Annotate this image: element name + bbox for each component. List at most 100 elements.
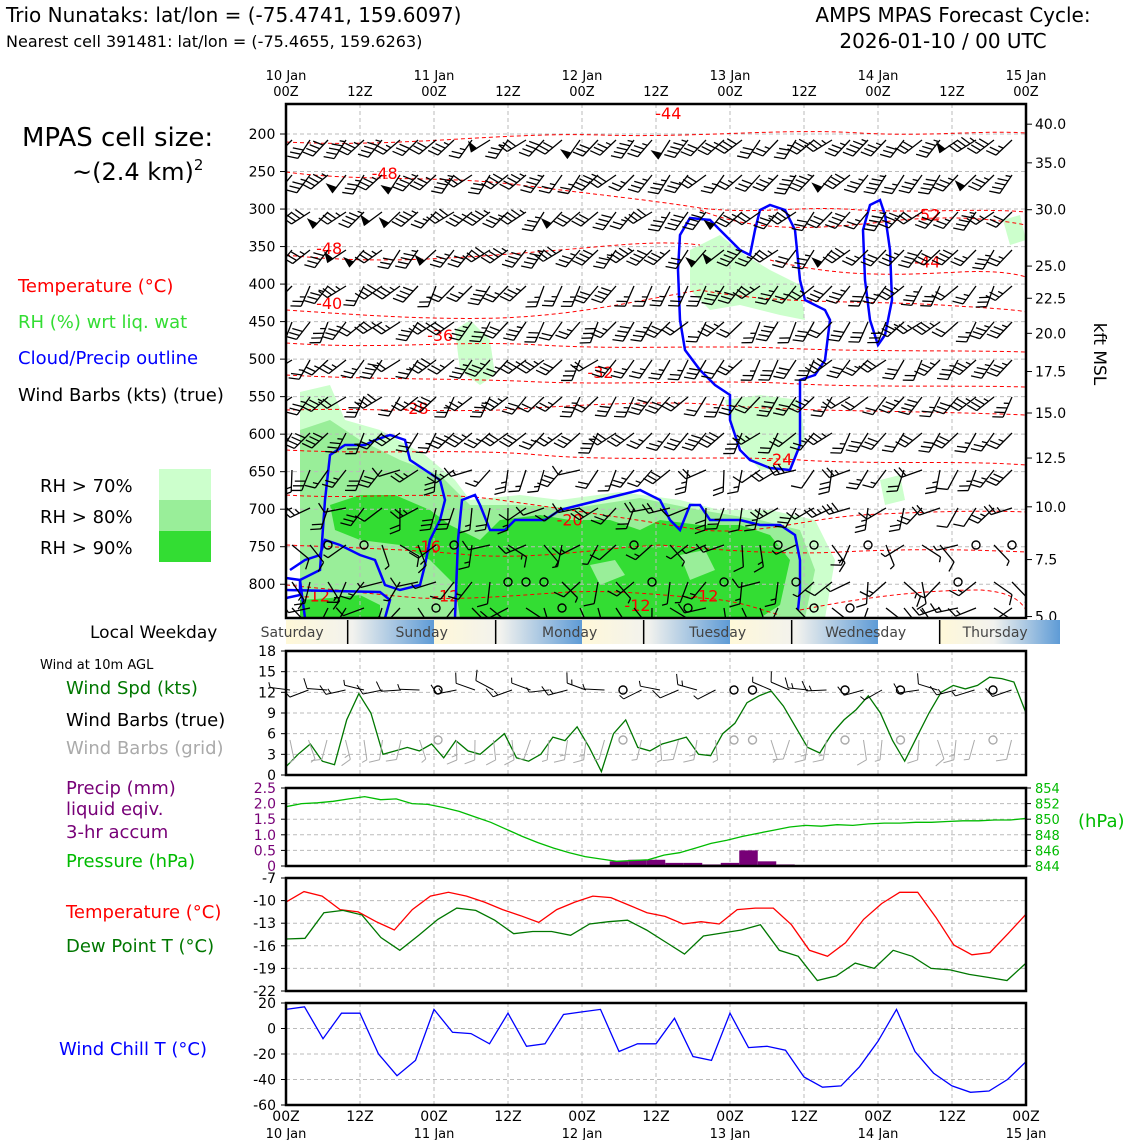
barb-staff — [548, 689, 568, 696]
wind-barb — [949, 396, 977, 412]
barb-full — [995, 758, 1007, 762]
barb-staff — [382, 139, 401, 155]
wind-barb — [821, 467, 851, 479]
altitude-tick-label: 25.0 — [1035, 259, 1066, 275]
pressure-tick-label: 300 — [249, 202, 276, 218]
barb-half — [335, 285, 341, 291]
barb-full — [395, 147, 407, 153]
barb-half — [983, 398, 989, 402]
barb-full — [612, 221, 624, 226]
barb-full — [741, 179, 753, 185]
top-time-hour-label: 12Z — [347, 85, 373, 100]
barb-staff — [695, 321, 707, 343]
barb-staff — [400, 211, 419, 227]
wind-barb — [921, 544, 942, 563]
barb-full — [677, 603, 686, 614]
barb-half — [627, 139, 634, 143]
wind-barb — [521, 577, 531, 587]
barb-full — [723, 452, 734, 455]
barb-full — [619, 142, 631, 147]
barb-staff — [623, 689, 642, 700]
barb-full — [498, 217, 509, 225]
barb-half — [879, 212, 886, 215]
wind-barb — [627, 174, 653, 193]
barb-staff — [636, 739, 642, 760]
barb-staff — [918, 507, 941, 516]
barb-full — [898, 144, 909, 151]
legend-wind: Wind Barbs (kts) (true) — [18, 385, 224, 406]
barb-full — [521, 403, 532, 410]
wind-barb — [489, 607, 508, 618]
wind-barb — [541, 285, 563, 307]
barb-staff — [838, 321, 851, 342]
barb-staff — [567, 682, 587, 691]
barb-full — [488, 250, 499, 258]
barb-full — [306, 147, 317, 153]
barb-full — [871, 178, 883, 182]
top-time-hour-label: 00Z — [717, 85, 743, 100]
barb-full — [833, 330, 845, 334]
barb-full — [429, 263, 441, 268]
wind-barb — [525, 285, 545, 308]
barb-full — [741, 341, 753, 344]
calm-circle — [539, 577, 549, 587]
wind-barb — [774, 174, 797, 195]
barb-full — [925, 486, 937, 490]
wind-barb — [337, 321, 365, 337]
barb-full — [881, 290, 892, 298]
wind-barb — [967, 507, 995, 524]
barb-full — [428, 443, 439, 449]
barb-staff — [402, 174, 419, 192]
barb-staff — [405, 432, 419, 453]
wind-barb — [737, 139, 761, 159]
barb-half — [714, 518, 720, 521]
barb-full — [685, 340, 697, 343]
wind-barb — [309, 544, 325, 572]
barb-full — [522, 441, 533, 447]
barb-half — [914, 625, 919, 630]
barb-full — [541, 185, 553, 190]
barb-half — [570, 296, 576, 298]
barb-half — [457, 401, 463, 405]
barb-staff — [486, 581, 491, 604]
barb-full — [380, 433, 391, 441]
barb-full — [705, 528, 717, 530]
barb-full — [632, 305, 644, 307]
barb-full — [402, 286, 414, 292]
weekday-name: Sunday — [395, 625, 447, 641]
panel-tick-label: 0 — [267, 1022, 276, 1038]
barb-half — [912, 178, 919, 182]
barb-full — [338, 222, 349, 229]
barb-staff — [296, 174, 311, 194]
barb-staff — [615, 249, 635, 264]
barb-half — [515, 485, 521, 488]
barb-staff — [829, 581, 851, 593]
top-time-date-label: 14 Jan — [858, 69, 899, 84]
wind-barb — [612, 321, 635, 342]
barb-staff — [964, 432, 977, 453]
barb-staff — [653, 249, 671, 266]
barb-full — [360, 440, 371, 446]
barb-half — [419, 560, 425, 565]
barb-staff — [908, 396, 923, 415]
barb-full — [289, 151, 301, 155]
wind-barb — [885, 544, 895, 570]
barb-staff — [542, 249, 563, 262]
barb-half — [571, 679, 573, 685]
wind-barb — [304, 285, 329, 305]
barb-half — [969, 137, 975, 142]
barb-full — [329, 441, 341, 445]
wind-barb — [970, 432, 995, 452]
barb-full — [403, 252, 415, 257]
barb-half — [984, 364, 991, 367]
barb-full — [994, 411, 1006, 414]
barb-staff — [921, 544, 941, 558]
barb-staff — [637, 174, 653, 193]
barb-full — [715, 184, 726, 191]
barb-full — [830, 250, 841, 258]
barb-full — [474, 246, 485, 255]
wind-barb — [888, 507, 905, 533]
barb-full — [794, 759, 806, 763]
wind-barb — [732, 211, 761, 226]
barb-full — [832, 366, 844, 371]
